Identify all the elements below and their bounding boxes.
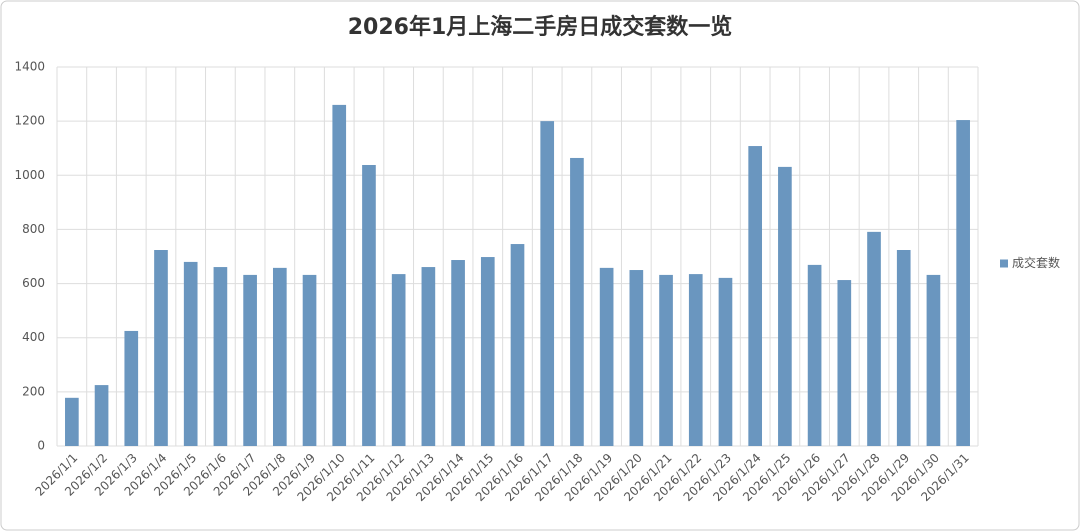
- legend-label: 成交套数: [1012, 255, 1060, 270]
- y-tick-label: 1400: [14, 60, 45, 74]
- bar: [867, 231, 881, 446]
- bar: [65, 397, 79, 446]
- bar: [94, 385, 109, 446]
- bar: [629, 270, 644, 446]
- bar: [154, 250, 168, 446]
- bar: [451, 260, 465, 446]
- y-tick-label: 0: [37, 439, 45, 453]
- bar: [778, 166, 792, 447]
- bar: [570, 157, 584, 446]
- bar: [124, 330, 139, 446]
- bar: [956, 120, 970, 446]
- y-tick-label: 200: [22, 384, 45, 398]
- bar: [480, 257, 495, 446]
- bar: [183, 261, 198, 446]
- y-tick-label: 1000: [14, 168, 45, 182]
- bar: [807, 264, 822, 446]
- bar: [362, 164, 376, 446]
- bar: [926, 274, 941, 446]
- chart-title: 2026年1月上海二手房日成交套数一览: [348, 14, 733, 40]
- y-tick-label: 400: [22, 330, 45, 344]
- bar: [748, 146, 763, 446]
- bar: [421, 267, 436, 446]
- bar: [659, 274, 673, 446]
- y-tick-label: 600: [22, 276, 45, 290]
- bar: [332, 104, 347, 447]
- bar: [243, 274, 257, 446]
- bar: [391, 274, 406, 446]
- bar: [599, 267, 614, 446]
- bar: [272, 267, 287, 446]
- legend-swatch: [1000, 259, 1008, 268]
- bar: [510, 244, 525, 446]
- bar: [688, 274, 703, 446]
- bar: [896, 250, 911, 446]
- bar: [540, 121, 555, 447]
- y-tick-label: 800: [22, 222, 45, 236]
- bar: [302, 274, 317, 446]
- bar: [837, 280, 852, 446]
- bar: [213, 267, 228, 446]
- bar: [718, 277, 733, 446]
- y-tick-label: 1200: [14, 114, 45, 128]
